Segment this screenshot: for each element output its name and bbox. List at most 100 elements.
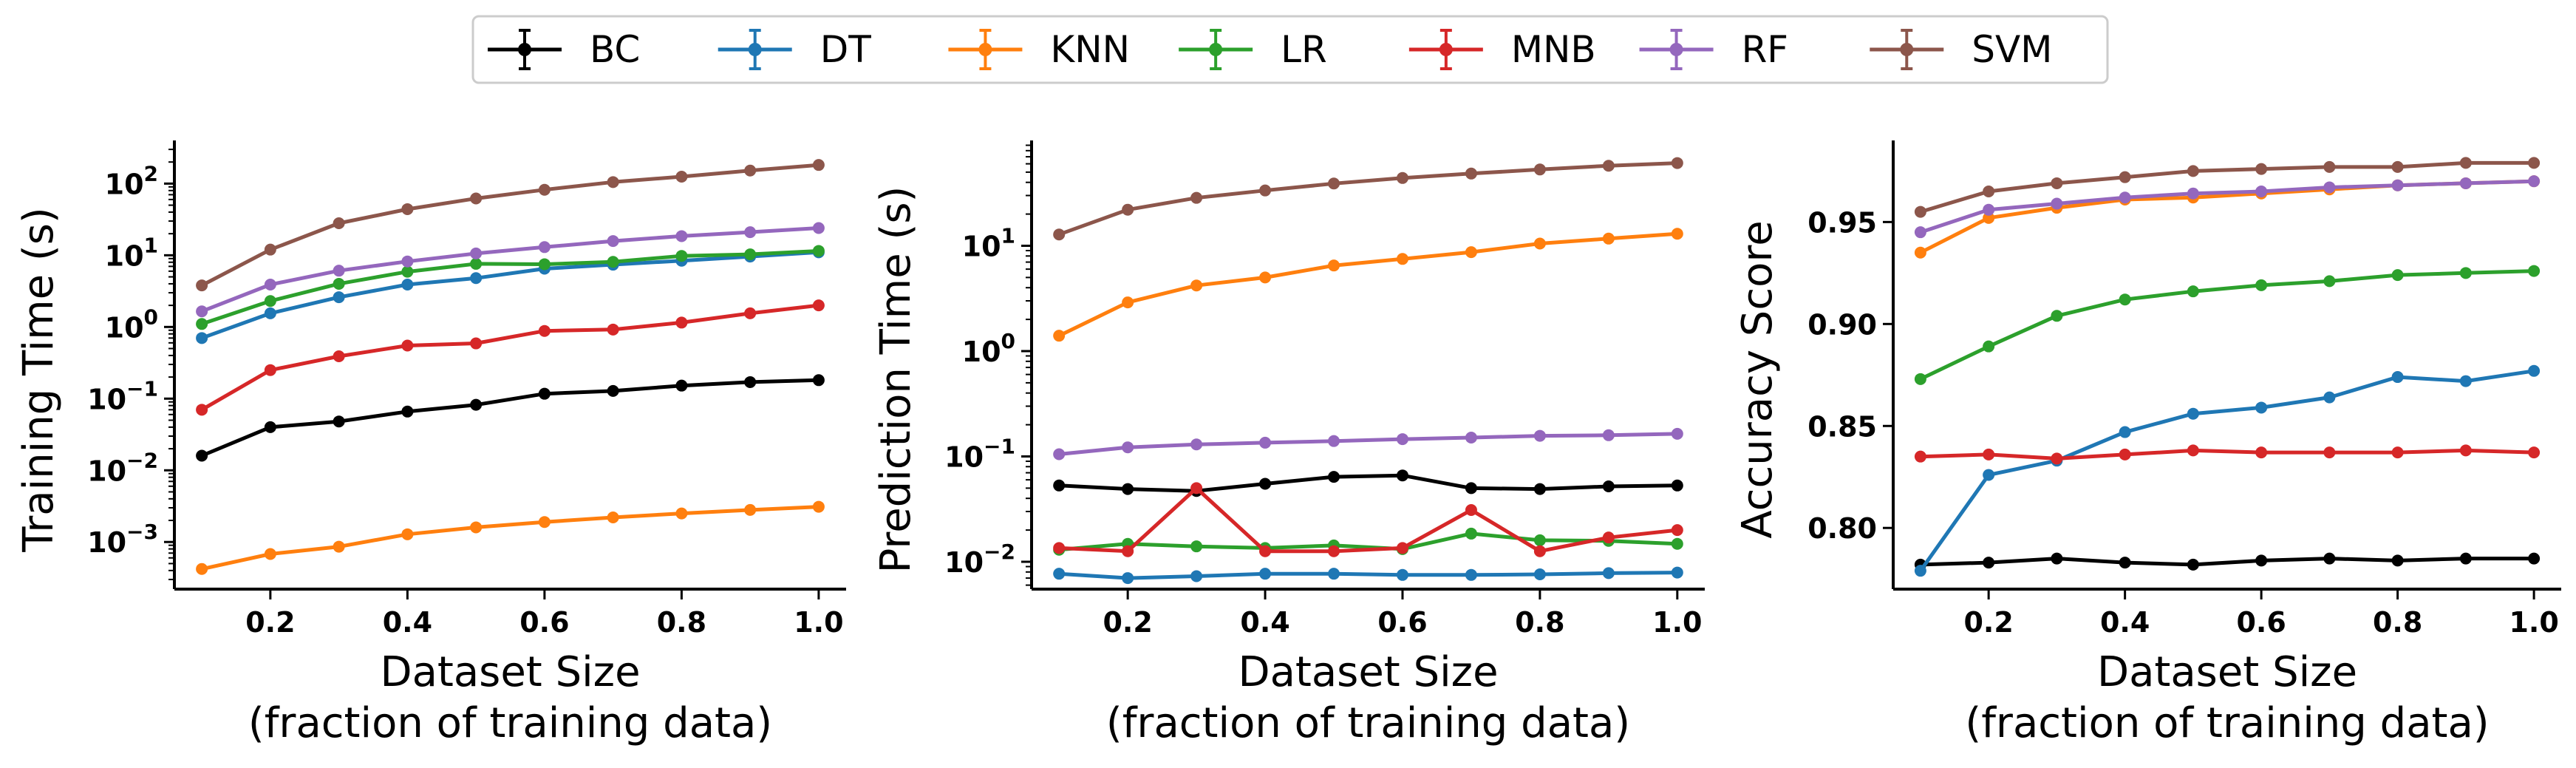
panel-accuracy-score: 0.2 0.4 0.6 0.8 1.0 0.80 0.85 0.90 0.95 Dataset S… (1734, 140, 2561, 747)
y-tick-label: 0.80 (1807, 512, 1877, 545)
data-point-dt (333, 291, 345, 304)
data-point-rf (1122, 441, 1134, 454)
data-point-dt (1396, 568, 1408, 581)
y-tick-label: 102 (105, 161, 158, 200)
data-point-bc (2051, 552, 2063, 565)
series-line-bc (1059, 473, 1677, 493)
legend-marker-svm (1900, 43, 1914, 56)
x-tick-label: 1.0 (1652, 606, 1702, 639)
data-point-lr (1983, 340, 1995, 353)
series-bc (196, 374, 825, 462)
data-point-knn (1465, 246, 1477, 259)
data-point-svm (1983, 185, 1995, 197)
data-point-mnb (1190, 482, 1203, 495)
legend-item-dt: DT (718, 28, 871, 71)
data-point-bc (401, 405, 414, 418)
data-point-knn (1914, 246, 1926, 259)
legend-item-mnb: MNB (1408, 28, 1596, 71)
series-line-lr (1919, 269, 2535, 381)
data-point-svm (2051, 177, 2063, 189)
series-bc (1053, 469, 1683, 497)
series-svm (1914, 157, 2541, 218)
y-tick-label: 101 (962, 224, 1015, 263)
data-point-mnb (470, 337, 483, 350)
data-point-svm (2187, 165, 2199, 177)
series-rf (1914, 175, 2541, 239)
data-point-svm (2255, 163, 2268, 175)
data-point-dt (1328, 568, 1340, 580)
data-point-dt (1122, 572, 1134, 585)
y-tick-label: 10−2 (944, 540, 1015, 579)
data-point-mnb (264, 364, 276, 376)
data-point-lr (2255, 279, 2268, 291)
series-mnb (196, 299, 825, 416)
x-tick-label: 0.8 (2373, 606, 2422, 639)
data-point-svm (1602, 160, 1615, 172)
data-point-knn (1053, 330, 1066, 342)
data-point-dt (2459, 375, 2472, 387)
data-point-svm (333, 217, 345, 229)
data-point-mnb (2459, 444, 2472, 457)
data-point-svm (1914, 205, 1926, 218)
data-point-rf (1671, 427, 1683, 440)
data-point-lr (675, 250, 688, 262)
data-point-mnb (1122, 545, 1134, 557)
legend-marker-bc (518, 43, 531, 56)
data-point-mnb (2187, 444, 2199, 457)
series-line-knn (1058, 231, 1677, 338)
data-point-bc (1602, 480, 1615, 492)
data-point-lr (744, 248, 757, 261)
data-point-bc (2119, 557, 2131, 569)
data-point-svm (675, 170, 688, 183)
series-line-dt (201, 250, 820, 340)
data-point-svm (2528, 157, 2541, 169)
data-point-knn (538, 516, 551, 529)
data-point-knn (1259, 271, 1272, 284)
data-point-bc (2459, 552, 2472, 565)
data-point-bc (2187, 558, 2199, 571)
x-tick-label: 1.0 (2509, 606, 2558, 639)
series-line-rf (1920, 179, 2535, 234)
data-point-rf (2391, 179, 2404, 191)
data-point-bc (744, 375, 757, 388)
series-rf (1053, 427, 1683, 461)
legend-item-svm: SVM (1870, 28, 2052, 71)
x-tick-label: 0.8 (657, 606, 706, 639)
data-point-knn (607, 512, 619, 524)
panel-training-time: 0.2 0.4 0.6 0.8 1.0 10−3 10−2 10−1 100 101 102 Data… (15, 140, 846, 747)
data-point-rf (2459, 177, 2472, 189)
data-point-svm (1671, 157, 1683, 169)
series-line-bc (1920, 557, 2535, 567)
y-axis-label: Prediction Time (s) (872, 186, 920, 574)
data-point-rf (2051, 197, 2063, 210)
data-point-bc (196, 449, 208, 462)
data-point-knn (1983, 211, 1995, 224)
series-dt (1914, 364, 2541, 577)
data-point-rf (607, 235, 619, 248)
data-point-knn (401, 528, 414, 540)
data-point-bc (2255, 554, 2268, 567)
data-point-lr (2187, 285, 2199, 298)
data-point-rf (1053, 448, 1066, 461)
data-point-rf (1328, 435, 1340, 447)
data-point-lr (2051, 310, 2063, 322)
data-point-rf (401, 255, 414, 268)
data-point-lr (1671, 537, 1683, 550)
legend-marker-lr (1209, 43, 1223, 56)
data-point-svm (1259, 184, 1272, 197)
data-point-lr (1914, 373, 1926, 385)
data-point-rf (538, 241, 551, 254)
x-axis-sublabel: (fraction of training data) (1965, 699, 2489, 747)
data-point-mnb (1259, 545, 1272, 557)
x-tick-label: 0.6 (2236, 606, 2286, 639)
data-point-svm (538, 183, 551, 196)
legend: BC DT KNN LR MNB RF SVM (471, 15, 2109, 84)
legend-label-bc: BC (590, 28, 640, 71)
series-line-lr (1058, 531, 1677, 552)
x-axis-sublabel: (fraction of training data) (248, 699, 772, 747)
data-point-svm (2323, 160, 2336, 173)
series-line-svm (1058, 161, 1677, 237)
data-point-dt (2528, 364, 2541, 377)
data-point-bc (264, 421, 276, 433)
data-point-dt (1602, 567, 1615, 580)
